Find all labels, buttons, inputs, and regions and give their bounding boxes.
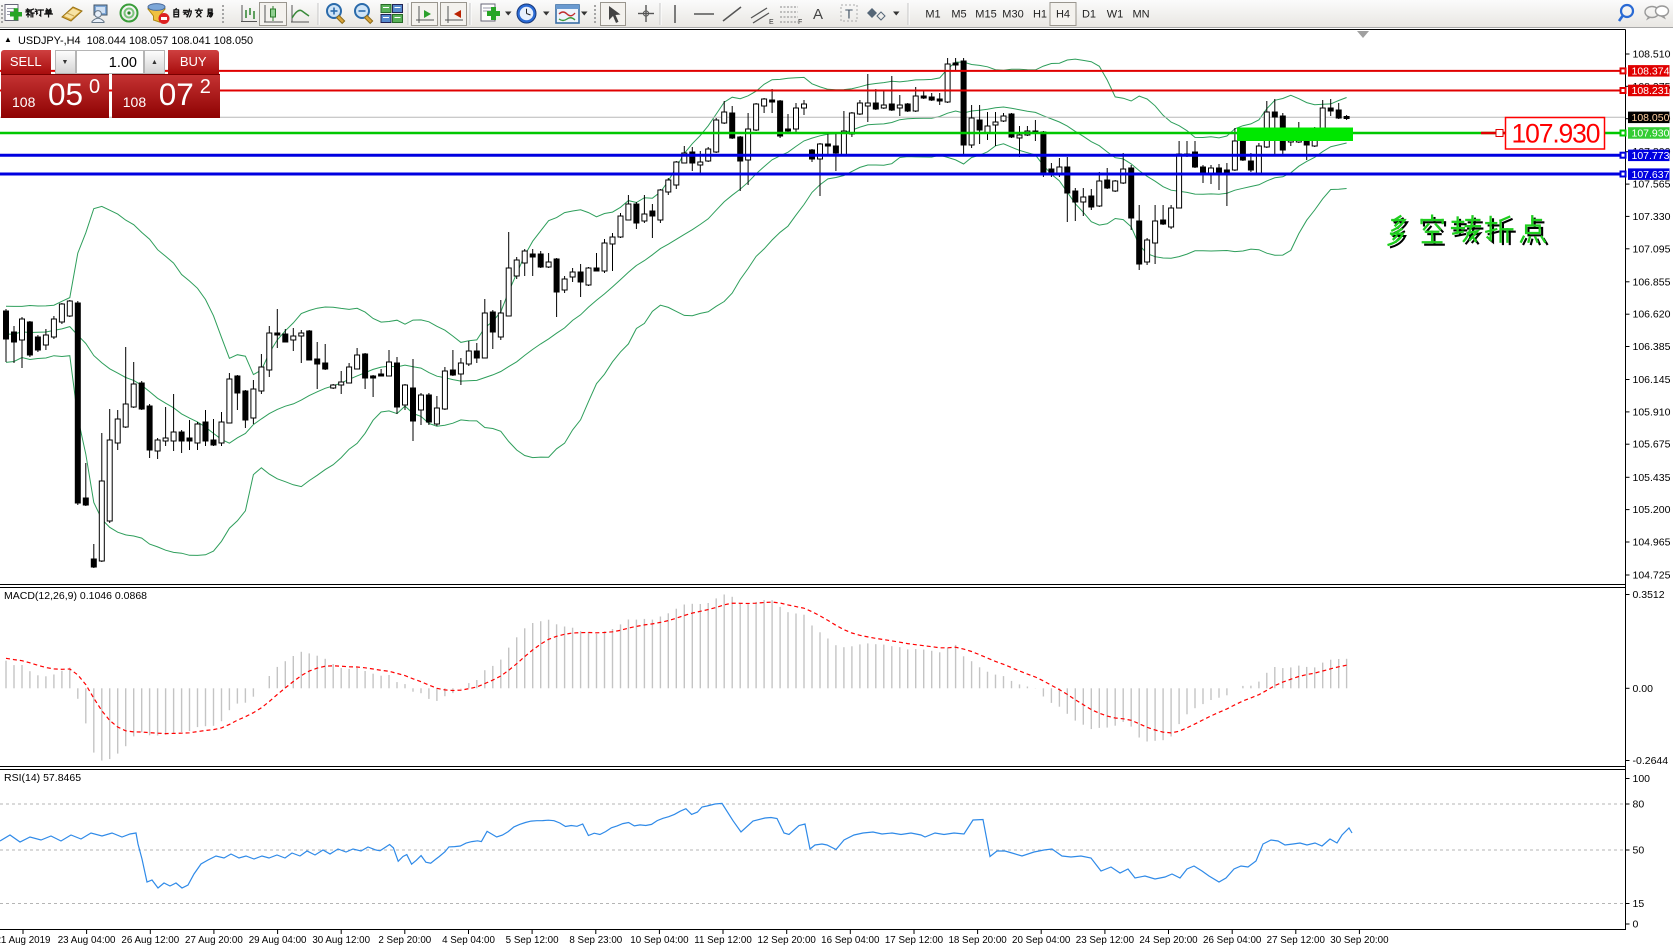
- svg-text:30 Sep 20:00: 30 Sep 20:00: [1330, 935, 1389, 946]
- svg-text:MN: MN: [1132, 9, 1149, 21]
- svg-text:20 Sep 04:00: 20 Sep 04:00: [1012, 935, 1071, 946]
- svg-text:M1: M1: [925, 9, 940, 21]
- svg-text:11 Sep 12:00: 11 Sep 12:00: [694, 935, 752, 946]
- svg-text:M30: M30: [1002, 9, 1023, 21]
- svg-text:106.855: 106.855: [1633, 276, 1671, 288]
- svg-text:-0.2644: -0.2644: [1633, 755, 1669, 767]
- svg-text:104.965: 104.965: [1633, 537, 1671, 549]
- svg-text:50: 50: [1633, 845, 1645, 857]
- svg-text:30 Aug 12:00: 30 Aug 12:00: [312, 935, 370, 946]
- svg-text:107.930: 107.930: [1512, 119, 1601, 149]
- svg-text:105.200: 105.200: [1633, 504, 1671, 516]
- svg-text:RSI(14) 57.8465: RSI(14) 57.8465: [4, 772, 81, 784]
- svg-text:H4: H4: [1056, 9, 1070, 21]
- svg-text:80: 80: [1633, 799, 1645, 811]
- svg-text:108.050: 108.050: [1632, 112, 1670, 124]
- svg-text:105.435: 105.435: [1633, 472, 1671, 484]
- svg-text:T: T: [845, 7, 853, 22]
- svg-text:18 Sep 20:00: 18 Sep 20:00: [948, 935, 1007, 946]
- svg-text:M5: M5: [951, 9, 966, 21]
- svg-text:106.385: 106.385: [1633, 341, 1671, 353]
- svg-text:12 Sep 20:00: 12 Sep 20:00: [758, 935, 817, 946]
- svg-text:107.930: 107.930: [1632, 128, 1670, 140]
- svg-text:26 Sep 04:00: 26 Sep 04:00: [1203, 935, 1262, 946]
- svg-text:15: 15: [1633, 898, 1645, 910]
- svg-text:104.725: 104.725: [1633, 570, 1671, 582]
- svg-text:105.675: 105.675: [1633, 439, 1671, 451]
- svg-text:W1: W1: [1107, 9, 1124, 21]
- svg-text:107.773: 107.773: [1632, 150, 1670, 162]
- svg-text:10 Sep 04:00: 10 Sep 04:00: [630, 935, 689, 946]
- svg-text:16 Sep 04:00: 16 Sep 04:00: [821, 935, 880, 946]
- svg-text:107.637: 107.637: [1632, 169, 1670, 181]
- svg-text:MACD(12,26,9) 0.1046 0.0868: MACD(12,26,9) 0.1046 0.0868: [4, 590, 147, 602]
- svg-text:108.510: 108.510: [1633, 49, 1671, 61]
- svg-text:A: A: [813, 6, 823, 23]
- svg-text:100: 100: [1633, 773, 1651, 785]
- svg-text:23 Aug 04:00: 23 Aug 04:00: [58, 935, 116, 946]
- svg-text:107.095: 107.095: [1633, 243, 1671, 255]
- svg-text:107.330: 107.330: [1633, 211, 1671, 223]
- svg-text:0: 0: [1633, 919, 1639, 931]
- svg-text:108.374: 108.374: [1632, 66, 1670, 78]
- svg-text:E: E: [769, 19, 774, 26]
- svg-text:H1: H1: [1033, 9, 1047, 21]
- svg-text:F: F: [798, 19, 802, 26]
- svg-text:26 Aug 12:00: 26 Aug 12:00: [121, 935, 179, 946]
- svg-text:105.910: 105.910: [1633, 406, 1671, 418]
- svg-text:8 Sep 23:00: 8 Sep 23:00: [569, 935, 622, 946]
- svg-text:2 Sep 20:00: 2 Sep 20:00: [378, 935, 431, 946]
- svg-text:27 Sep 12:00: 27 Sep 12:00: [1267, 935, 1326, 946]
- svg-text:23 Sep 12:00: 23 Sep 12:00: [1076, 935, 1135, 946]
- svg-text:M15: M15: [975, 9, 996, 21]
- svg-text:0.00: 0.00: [1633, 683, 1654, 695]
- svg-text:5 Sep 12:00: 5 Sep 12:00: [506, 935, 559, 946]
- svg-text:D1: D1: [1082, 9, 1096, 21]
- svg-text:0.3512: 0.3512: [1633, 589, 1665, 601]
- svg-text:106.145: 106.145: [1633, 374, 1671, 386]
- svg-text:4 Sep 04:00: 4 Sep 04:00: [442, 935, 495, 946]
- svg-text:106.620: 106.620: [1633, 309, 1671, 321]
- svg-text:17 Sep 12:00: 17 Sep 12:00: [885, 935, 944, 946]
- svg-text:29 Aug 04:00: 29 Aug 04:00: [249, 935, 307, 946]
- svg-text:27 Aug 20:00: 27 Aug 20:00: [185, 935, 243, 946]
- svg-text:108.231: 108.231: [1632, 85, 1670, 97]
- svg-text:21 Aug 2019: 21 Aug 2019: [0, 935, 51, 946]
- svg-text:107.565: 107.565: [1633, 179, 1671, 191]
- svg-text:24 Sep 20:00: 24 Sep 20:00: [1139, 935, 1198, 946]
